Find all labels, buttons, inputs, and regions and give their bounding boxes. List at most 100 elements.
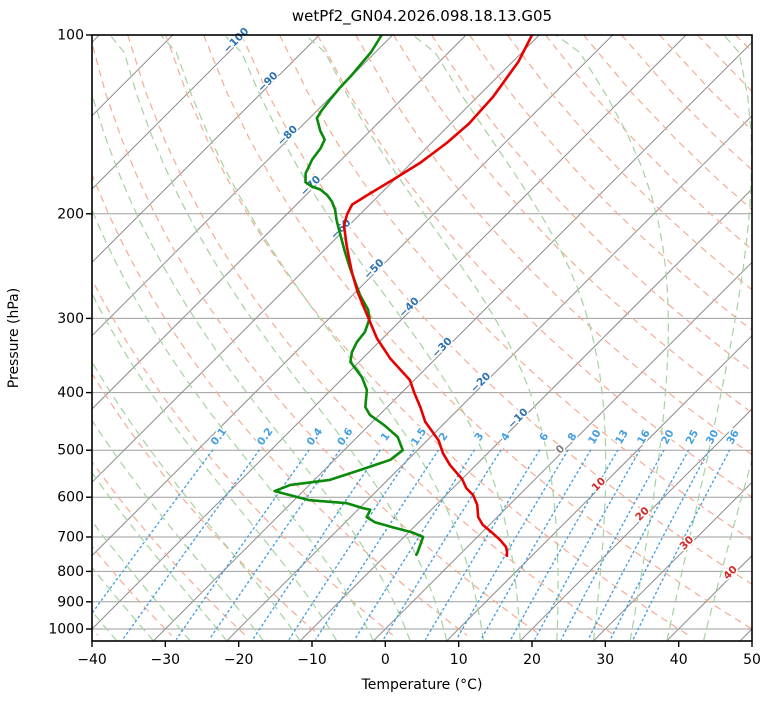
dry-adiabat--30 <box>92 545 173 636</box>
dry-adiabat-180 <box>696 35 752 93</box>
mixing-ratio-line-1 <box>252 449 381 640</box>
moist-adiabat-15 <box>160 35 485 641</box>
mixing-ratio-line-20 <box>560 449 665 640</box>
chart-title: wetPf2_GN04.2026.098.18.13.G05 <box>292 7 552 26</box>
mixing-ratio-line-0.6 <box>208 449 341 640</box>
mixing-ratio-line-13 <box>510 449 619 640</box>
moist-adiabat-40 <box>666 35 752 641</box>
mixing-ratio-line-4 <box>383 449 502 640</box>
y-tick-label-200: 200 <box>57 206 84 222</box>
isotherm-label--50: −50 <box>362 257 387 282</box>
y-tick-label-800: 800 <box>57 564 84 580</box>
x-axis-label: Temperature (°C) <box>361 677 483 693</box>
mixing-ratio-label-4: 4 <box>499 431 513 444</box>
dry-adiabat-90 <box>355 35 752 456</box>
x-tick-label-30: 30 <box>596 652 614 668</box>
x-tick-label--20: −20 <box>224 652 254 668</box>
isotherm-50 <box>739 628 752 641</box>
dewpoint-curve <box>273 35 425 557</box>
dry-adiabat-130 <box>507 35 752 291</box>
mixing-ratio-line-0.4 <box>175 449 310 640</box>
mixing-ratio-label-8: 8 <box>566 431 580 443</box>
moist-adiabat-45 <box>702 458 752 641</box>
mixing-ratio-line-0.1 <box>92 449 214 615</box>
x-tick-label--10: −10 <box>297 652 327 668</box>
x-tick-label-0: 0 <box>381 652 390 668</box>
moist-adiabat-35 <box>555 35 669 641</box>
dry-adiabat-lines <box>92 35 752 636</box>
y-tick-label-1000: 1000 <box>48 622 84 638</box>
mixing-ratio-line-30 <box>609 449 710 640</box>
isotherm--60 <box>92 35 540 484</box>
moist-adiabat--10 <box>92 360 301 641</box>
dry-adiabat-0 <box>92 278 394 636</box>
isotherm--20 <box>226 114 752 641</box>
mixing-ratio-line-10 <box>480 449 592 640</box>
moist-adiabat--30 <box>92 566 154 641</box>
mixing-ratio-line-36 <box>632 449 731 640</box>
mixing-ratio-label-0.1: 0.1 <box>209 426 230 448</box>
mixing-ratio-label-13: 13 <box>613 428 631 447</box>
x-tick-label-50: 50 <box>743 652 761 668</box>
isotherm-30 <box>593 481 752 641</box>
dry-adiabat-50 <box>203 35 752 630</box>
dewpoint-curve-line <box>273 35 425 557</box>
isotherm-label--40: −40 <box>397 295 422 320</box>
isotherm-label--100: −100 <box>221 25 251 55</box>
dry-adiabat-60 <box>241 35 752 586</box>
x-tick-label-20: 20 <box>523 652 541 668</box>
x-tick-label-10: 10 <box>450 652 468 668</box>
y-tick-label-600: 600 <box>57 490 84 506</box>
gridlines-pressure <box>92 34 752 630</box>
moist-adiabat-20 <box>223 35 521 641</box>
mixing-ratio-line-16 <box>534 449 641 640</box>
plot-frame <box>91 34 753 642</box>
dry-adiabat-70 <box>279 35 752 542</box>
moist-adiabat--5 <box>92 292 338 641</box>
mixing-ratio-line-8 <box>455 449 569 640</box>
mixing-ratio-lines <box>92 449 731 640</box>
y-tick-label-500: 500 <box>57 443 84 459</box>
isotherm--100 <box>92 35 247 190</box>
isotherm--50 <box>92 35 614 557</box>
mixing-ratio-label-0.6: 0.6 <box>335 426 356 448</box>
y-tick-label-300: 300 <box>57 311 84 327</box>
isotherm--30 <box>153 41 752 641</box>
dry-adiabat-140 <box>545 35 752 251</box>
dry-adiabat--10 <box>92 372 320 636</box>
isotherm-lines <box>92 35 752 641</box>
dry-adiabat-30 <box>127 35 616 636</box>
dry-adiabat-10 <box>92 172 468 636</box>
isotherm-20 <box>519 408 752 641</box>
x-tick-label--30: −30 <box>151 652 181 668</box>
y-tick-label-900: 900 <box>57 594 84 610</box>
y-tick-label-700: 700 <box>57 530 84 546</box>
mixing-ratio-label-16: 16 <box>635 428 653 447</box>
isotherm-label--10: −10 <box>506 406 531 431</box>
moist-adiabat--15 <box>92 419 264 641</box>
mixing-ratio-line-25 <box>587 449 690 640</box>
isotherm-label-20: 20 <box>633 505 652 524</box>
isotherm-0 <box>373 261 752 641</box>
mixing-ratio-line-1.5 <box>288 449 415 640</box>
moist-adiabat-10 <box>109 35 448 641</box>
isotherm--40 <box>92 35 687 630</box>
isotherm--80 <box>92 35 394 337</box>
moist-adiabat-0 <box>92 208 375 641</box>
mixing-ratio-line-6 <box>425 449 541 640</box>
dry-adiabat-40 <box>165 35 689 636</box>
axis-ticks <box>86 34 753 647</box>
dry-adiabat-190 <box>734 35 752 53</box>
mixing-ratio-label-10: 10 <box>586 428 604 447</box>
y-tick-label-100: 100 <box>57 28 84 44</box>
y-axis-label: Pressure (hPa) <box>6 288 22 388</box>
dry-adiabat-110 <box>431 35 752 372</box>
isotherm-label--30: −30 <box>430 335 455 360</box>
mixing-ratio-label-0.2: 0.2 <box>255 426 276 448</box>
dry-adiabat--20 <box>92 460 246 636</box>
isotherm--10 <box>299 188 752 641</box>
y-tick-label-400: 400 <box>57 385 84 401</box>
dry-adiabat-170 <box>659 35 752 132</box>
